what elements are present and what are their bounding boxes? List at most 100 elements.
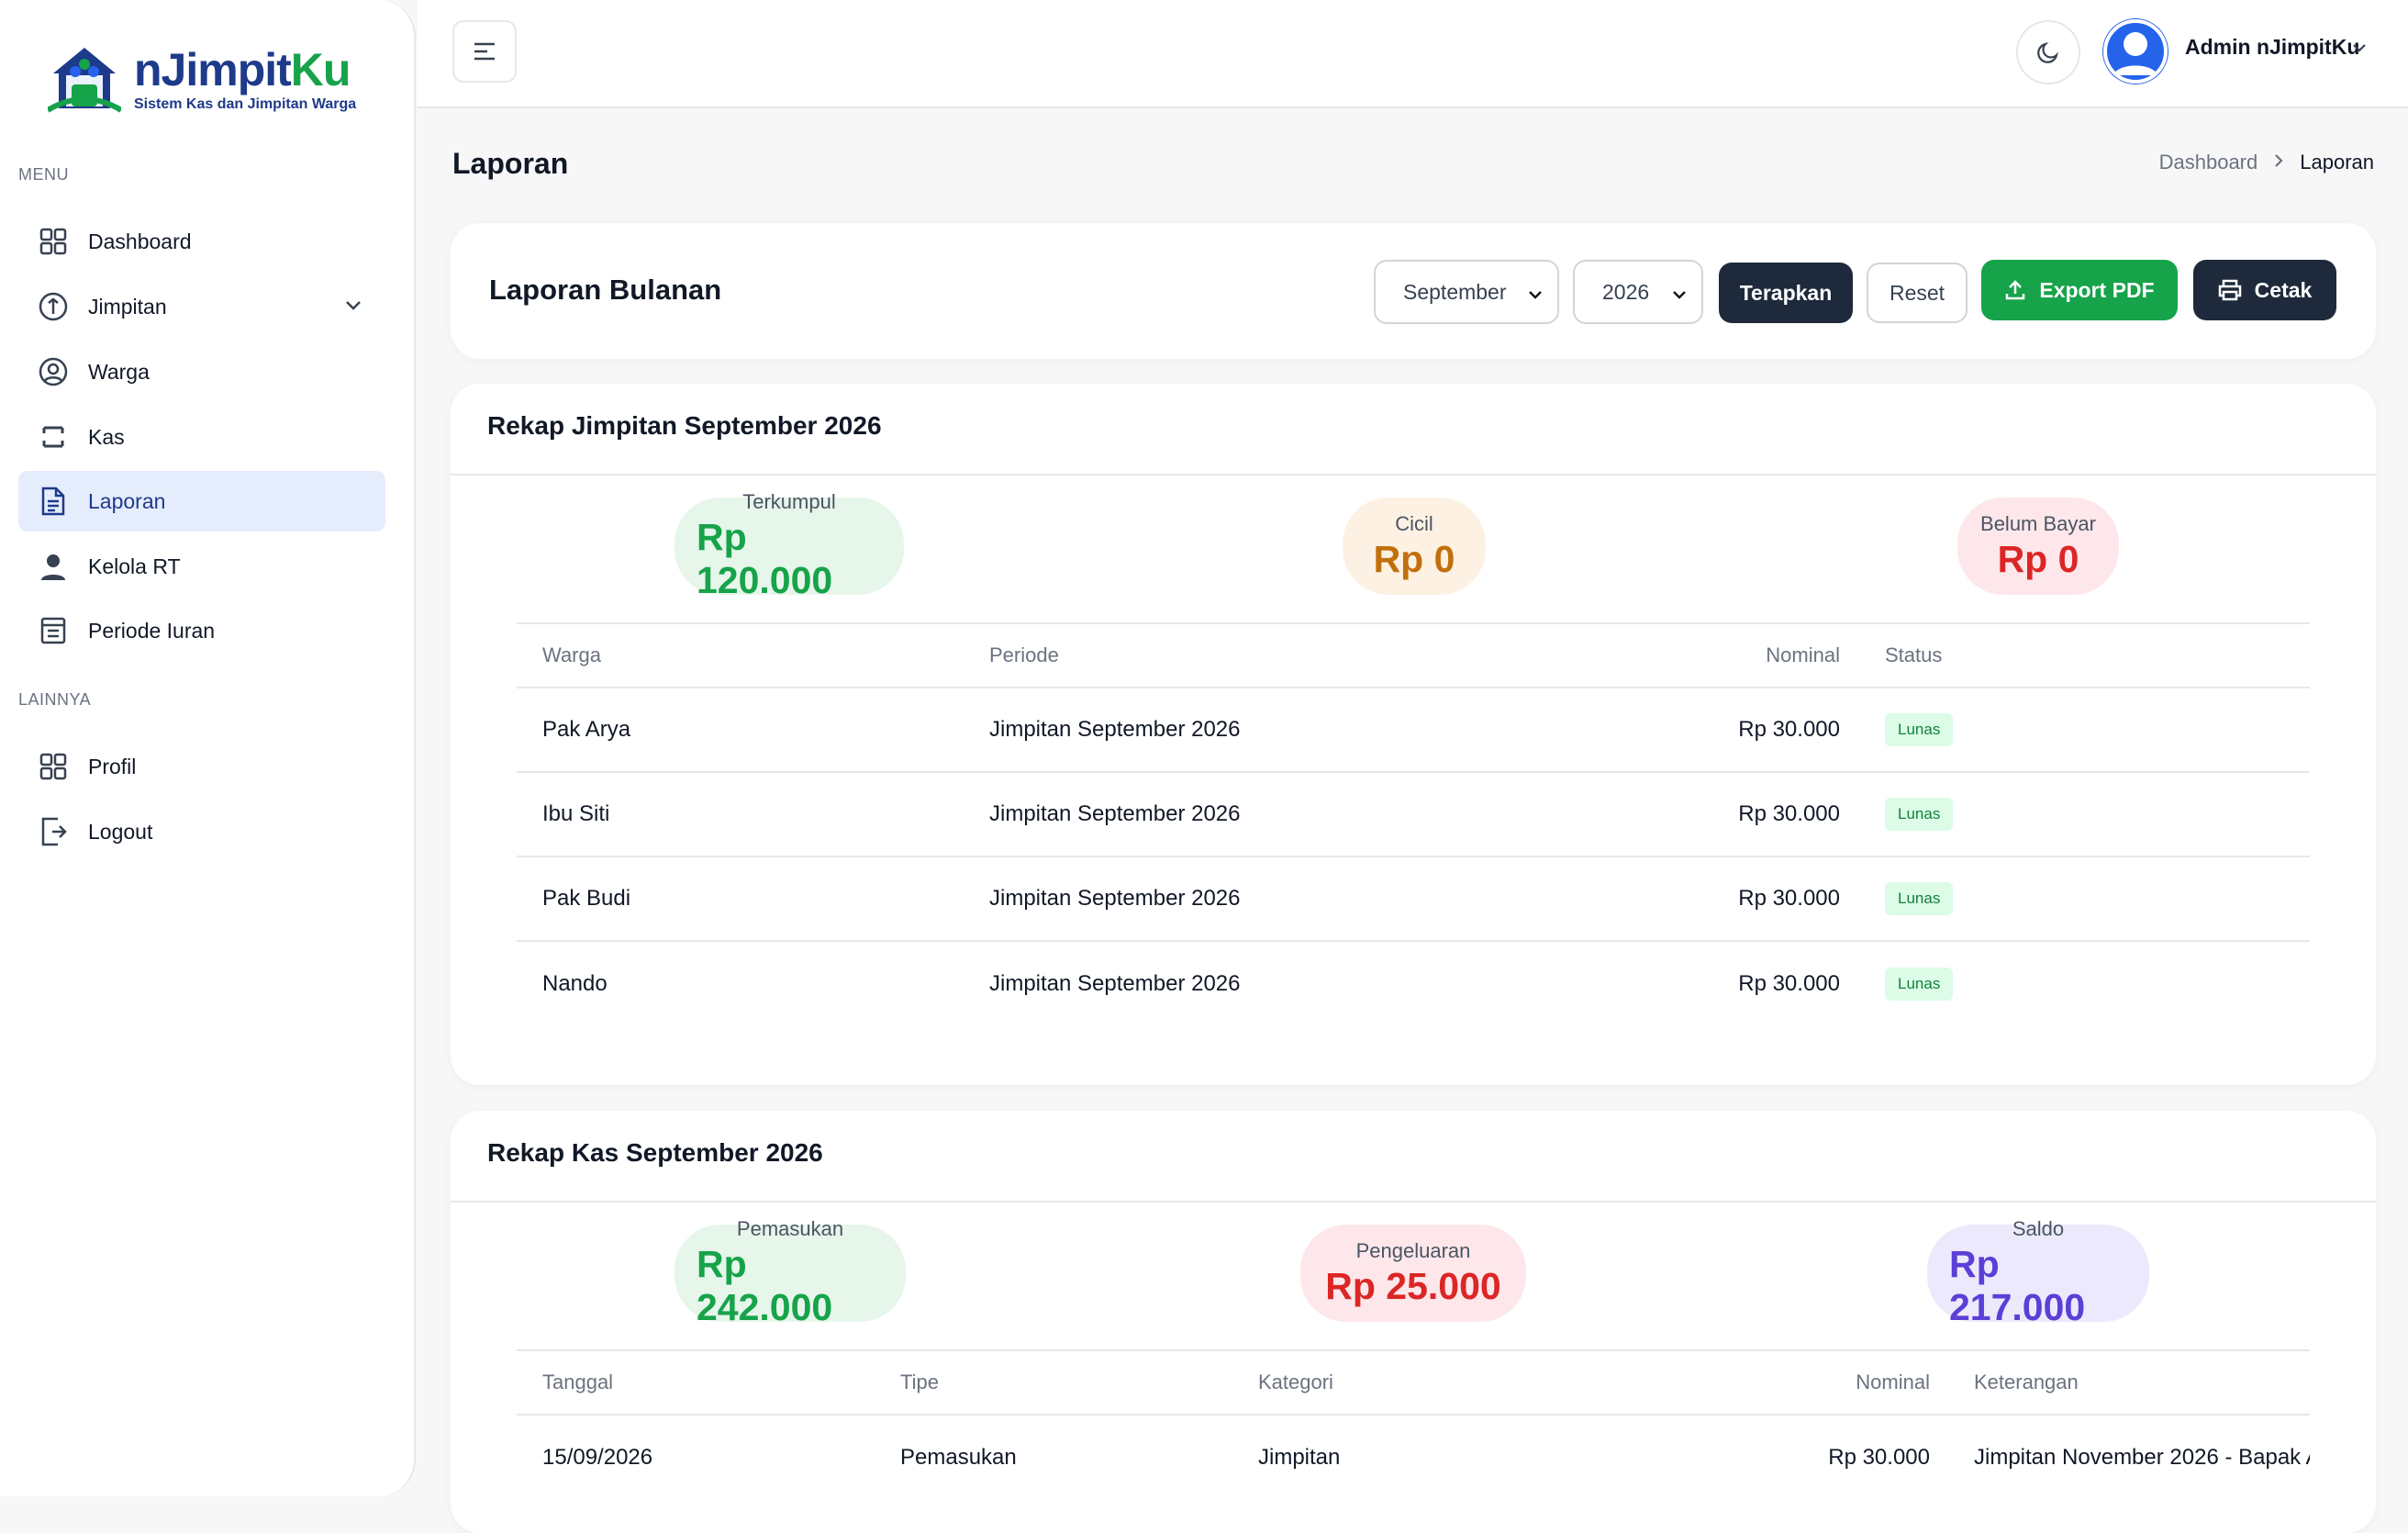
breadcrumb-current: Laporan [2300,151,2374,173]
user-circle-icon [37,355,70,388]
sidebar-item-label: Profil [88,754,137,778]
export-pdf-label: Export PDF [2039,277,2155,302]
keterangan-cell: Jimpitan November 2026 - Bapak A [1974,1445,2310,1470]
divider [451,474,2376,476]
wallet-icon [37,420,70,453]
sidebar-item-dashboard[interactable]: Dashboard [18,211,385,272]
jimpitan-card: Rekap Jimpitan September 2026 Terkumpul … [451,384,2376,1085]
saldo-summary: Saldo Rp 217.000 [1927,1217,2149,1328]
sidebar-item-label: Warga [88,359,150,384]
sidebar-item-profil[interactable]: Profil [18,736,385,797]
filter-card: Laporan Bulanan September 2026 Terapkan … [451,223,2376,359]
theme-toggle-button[interactable] [2016,20,2080,84]
summary-label: Saldo [2012,1217,2065,1240]
chevron-down-icon [1526,285,1544,309]
brand-name: nJimpitKu [134,44,351,95]
kategori-cell: Jimpitan [1258,1445,1341,1470]
table-row: Pak Arya Jimpitan September 2026 Rp 30.0… [517,688,2310,773]
filter-title: Laporan Bulanan [489,274,722,306]
print-button[interactable]: Cetak [2193,260,2336,320]
column-header: Nominal [1766,643,1840,666]
sidebar-item-periode-iuran[interactable]: Periode Iuran [18,600,385,661]
column-header: Status [1885,643,1943,666]
sidebar-item-label: Jimpitan [88,294,167,319]
periode-cell: Jimpitan September 2026 [989,886,1241,911]
menu-heading: MENU [18,165,69,184]
tanggal-cell: 15/09/2026 [542,1445,653,1470]
chevron-down-icon [1670,285,1689,309]
table-header: Tanggal Tipe Kategori Nominal Keterangan [517,1349,2310,1416]
summary-value: Rp 25.000 [1325,1264,1501,1307]
coin-icon [37,290,70,323]
jimpitan-title: Rekap Jimpitan September 2026 [487,411,882,440]
summary-label: Belum Bayar [1980,511,2096,535]
grid-icon [37,750,70,783]
status-badge: Lunas [1885,968,1954,1001]
pemasukan-summary: Pemasukan Rp 242.000 [674,1217,906,1328]
avatar[interactable] [2102,18,2168,84]
sidebar-item-kelola-rt[interactable]: Kelola RT [18,536,385,597]
sidebar-item-logout[interactable]: Logout [18,801,385,862]
table-header: Warga Periode Nominal Status [517,622,2310,688]
chevron-down-icon[interactable] [343,295,363,320]
grid-icon [37,225,70,258]
year-select-value: 2026 [1602,279,1650,304]
brand-logo[interactable]: nJimpitKu Sistem Kas dan Jimpitan Warga [46,44,356,114]
sidebar-item-label: Periode Iuran [88,618,216,643]
kas-card: Rekap Kas September 2026 Pemasukan Rp 24… [451,1111,2376,1533]
sidebar-item-label: Dashboard [88,229,192,253]
user-avatar-icon [2103,19,2168,84]
export-pdf-button[interactable]: Export PDF [1981,260,2178,320]
column-header: Kategori [1258,1371,1333,1393]
warga-cell: Pak Budi [542,886,631,911]
sidebar-item-kas[interactable]: Kas [18,407,385,467]
summary-label: Pemasukan [736,1217,844,1240]
sidebar: nJimpitKu Sistem Kas dan Jimpitan Warga … [0,0,416,1496]
warga-cell: Pak Arya [542,717,631,742]
chevron-down-icon[interactable] [2350,39,2369,62]
belum-bayar-summary: Belum Bayar Rp 0 [1957,498,2119,595]
topbar: Admin nJimpitKu [418,0,2408,108]
printer-icon [2218,279,2241,301]
status-badge: Lunas [1885,882,1954,915]
house-logo-icon [46,44,123,114]
year-select[interactable]: 2026 [1573,260,1703,324]
warga-cell: Nando [542,971,608,996]
periode-cell: Jimpitan September 2026 [989,971,1241,996]
sidebar-item-warga[interactable]: Warga [18,341,385,402]
month-select[interactable]: September [1374,260,1559,324]
warga-cell: Ibu Siti [542,801,610,826]
reset-button[interactable]: Reset [1867,263,1968,323]
nominal-cell: Rp 30.000 [1738,717,1840,742]
sidebar-item-laporan[interactable]: Laporan [18,471,385,532]
kas-title: Rekap Kas September 2026 [487,1138,823,1167]
table-row: Pak Budi Jimpitan September 2026 Rp 30.0… [517,857,2310,942]
user-name[interactable]: Admin nJimpitKu [2185,35,2360,59]
column-header: Nominal [1856,1371,1930,1393]
hamburger-icon [474,42,495,61]
logout-icon [37,815,70,848]
other-heading: LAINNYA [18,690,92,709]
periode-cell: Jimpitan September 2026 [989,717,1241,742]
chevron-right-icon [2272,151,2285,174]
document-icon [37,485,70,518]
breadcrumb-home[interactable]: Dashboard [2158,151,2258,173]
menu-toggle-button[interactable] [452,20,517,83]
table-row: 15/09/2026 Pemasukan Jimpitan Rp 30.000 … [517,1416,2310,1500]
column-header: Tanggal [542,1371,614,1393]
summary-value: Rp 242.000 [697,1243,833,1328]
sidebar-item-label: Kelola RT [88,554,181,578]
kas-table: Tanggal Tipe Kategori Nominal Keterangan… [517,1349,2310,1500]
nominal-cell: Rp 30.000 [1828,1445,1930,1470]
breadcrumb: Dashboard Laporan [2159,151,2374,174]
apply-button[interactable]: Terapkan [1719,263,1853,323]
summary-label: Cicil [1395,511,1433,535]
divider [451,1201,2376,1203]
sidebar-item-jimpitan[interactable]: Jimpitan [18,276,385,337]
calendar-list-icon [37,614,70,647]
column-header: Tipe [900,1371,939,1393]
tipe-cell: Pemasukan [900,1445,1017,1470]
summary-value: Rp 120.000 [697,516,833,601]
nominal-cell: Rp 30.000 [1738,801,1840,826]
person-icon [37,550,70,583]
